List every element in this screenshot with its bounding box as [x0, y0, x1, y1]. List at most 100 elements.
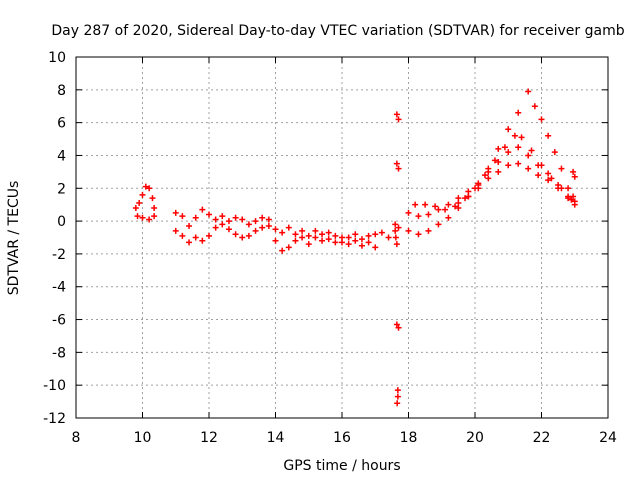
- data-point-marker: [305, 232, 312, 239]
- data-point-marker: [265, 223, 272, 230]
- data-series: [132, 183, 158, 223]
- y-tick-label: 2: [57, 181, 66, 197]
- data-point-marker: [425, 227, 432, 234]
- y-tick-label: -6: [52, 313, 66, 329]
- chart-title: Day 287 of 2020, Sidereal Day-to-day VTE…: [51, 23, 624, 39]
- data-point-marker: [491, 157, 498, 164]
- data-point-marker: [212, 216, 219, 223]
- data-point-marker: [525, 152, 532, 159]
- data-point-marker: [395, 165, 402, 172]
- x-axis-label: GPS time / hours: [283, 458, 400, 474]
- y-tick-label: -8: [52, 345, 66, 361]
- x-tick-label: 14: [267, 430, 285, 446]
- data-point-marker: [272, 226, 279, 233]
- data-series: [172, 206, 272, 230]
- data-point-marker: [292, 231, 299, 238]
- data-points: [132, 88, 578, 407]
- data-point-marker: [358, 236, 365, 243]
- data-point-marker: [393, 111, 400, 118]
- x-tick-label: 24: [599, 430, 617, 446]
- data-series: [272, 224, 392, 246]
- data-point-marker: [149, 195, 156, 202]
- data-point-marker: [345, 234, 352, 241]
- data-point-marker: [352, 231, 359, 238]
- data-point-marker: [393, 160, 400, 167]
- data-point-marker: [299, 234, 306, 241]
- x-tick-label: 22: [533, 430, 551, 446]
- data-point-marker: [225, 226, 232, 233]
- data-point-marker: [462, 195, 469, 202]
- data-point-marker: [172, 209, 179, 216]
- x-tick-label: 12: [200, 430, 218, 446]
- data-point-marker: [415, 231, 422, 238]
- data-point-marker: [528, 147, 535, 154]
- data-point-marker: [570, 168, 577, 175]
- data-point-marker: [305, 241, 312, 248]
- data-point-marker: [151, 213, 158, 220]
- data-point-marker: [415, 213, 422, 220]
- data-point-marker: [365, 232, 372, 239]
- x-tick-label: 16: [333, 430, 351, 446]
- data-series: [405, 144, 578, 220]
- data-point-marker: [151, 204, 158, 211]
- data-point-marker: [199, 206, 206, 213]
- data-point-marker: [139, 191, 146, 198]
- data-point-marker: [535, 172, 542, 179]
- data-point-marker: [525, 165, 532, 172]
- grid-lines: [76, 57, 608, 418]
- data-point-marker: [345, 241, 352, 248]
- y-tick-label: 8: [57, 83, 66, 99]
- data-point-marker: [545, 132, 552, 139]
- data-point-marker: [571, 173, 578, 180]
- data-point-marker: [219, 213, 226, 220]
- data-point-marker: [495, 159, 502, 166]
- data-point-marker: [219, 221, 226, 228]
- y-tick-label: 0: [57, 214, 66, 230]
- data-point-marker: [571, 198, 578, 205]
- data-point-marker: [392, 221, 399, 228]
- data-point-marker: [548, 175, 555, 182]
- data-point-marker: [272, 237, 279, 244]
- data-point-marker: [365, 239, 372, 246]
- data-point-marker: [245, 232, 252, 239]
- data-point-marker: [139, 214, 146, 221]
- data-point-marker: [358, 242, 365, 249]
- data-point-marker: [432, 203, 439, 210]
- data-point-marker: [134, 213, 141, 220]
- data-point-marker: [186, 239, 193, 246]
- data-point-marker: [422, 201, 429, 208]
- data-point-marker: [385, 234, 392, 241]
- data-point-marker: [212, 224, 219, 231]
- y-axis-label: SDTVAR / TECUs: [6, 181, 22, 296]
- data-point-marker: [232, 231, 239, 238]
- x-tick-label: 18: [400, 430, 418, 446]
- y-tick-label: -12: [43, 411, 66, 427]
- data-point-marker: [558, 185, 565, 192]
- data-point-marker: [239, 216, 246, 223]
- data-point-marker: [501, 144, 508, 151]
- data-point-marker: [412, 201, 419, 208]
- data-point-marker: [285, 244, 292, 251]
- data-point-marker: [531, 103, 538, 110]
- data-point-marker: [136, 200, 143, 207]
- data-point-marker: [525, 88, 532, 95]
- data-point-marker: [252, 218, 259, 225]
- data-point-marker: [405, 227, 412, 234]
- data-point-marker: [505, 162, 512, 169]
- data-point-marker: [186, 223, 193, 230]
- data-point-marker: [405, 209, 412, 216]
- y-tick-label: 10: [48, 50, 66, 66]
- data-point-marker: [319, 237, 326, 244]
- y-tick-label: 6: [57, 116, 66, 132]
- y-tick-label: -10: [43, 378, 66, 394]
- data-point-marker: [395, 116, 402, 123]
- data-point-marker: [378, 229, 385, 236]
- x-tick-label: 20: [466, 430, 484, 446]
- data-point-marker: [392, 227, 399, 234]
- data-point-marker: [393, 241, 400, 248]
- data-point-marker: [425, 211, 432, 218]
- data-point-marker: [570, 193, 577, 200]
- data-point-marker: [192, 214, 199, 221]
- data-point-marker: [319, 231, 326, 238]
